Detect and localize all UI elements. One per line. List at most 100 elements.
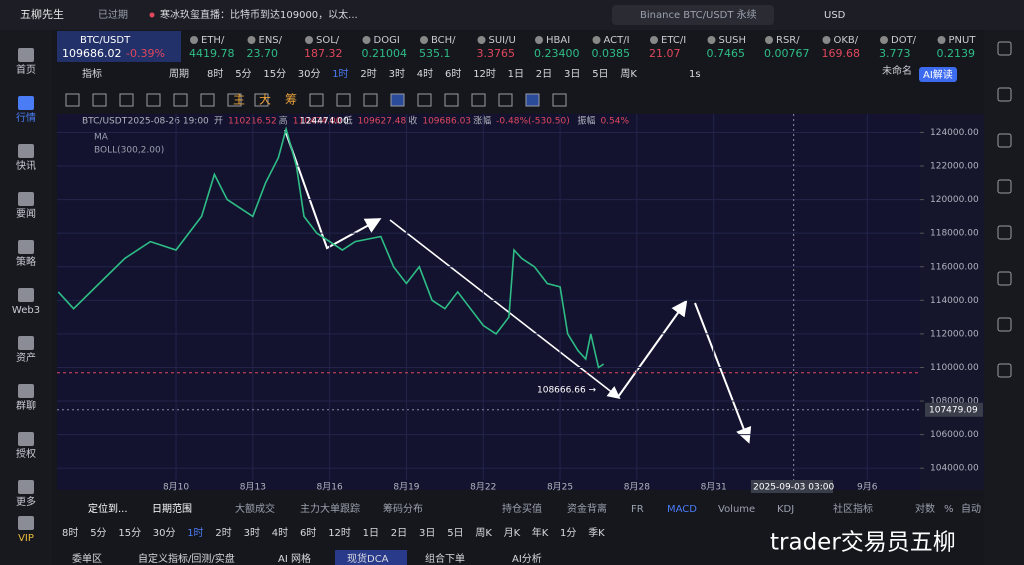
tool-icon[interactable]	[200, 93, 215, 107]
period-row[interactable]: 1分	[560, 527, 576, 539]
tool-icon[interactable]	[227, 93, 242, 107]
sidebar-icon[interactable]	[18, 288, 34, 302]
ai-label[interactable]: AI解读	[923, 68, 953, 81]
period-row[interactable]: 30分	[153, 527, 176, 539]
sidebar-label[interactable]: 更多	[16, 495, 36, 508]
right-icon[interactable]	[997, 41, 1012, 56]
sidebar-label[interactable]: 资产	[16, 351, 36, 364]
footer-tab[interactable]: 现货DCA	[347, 552, 389, 565]
tool-icon[interactable]	[552, 93, 567, 107]
ticker-name[interactable]: PNUT	[949, 35, 977, 46]
search-box[interactable]	[612, 5, 774, 25]
ticker-name[interactable]: RSR/	[776, 35, 800, 46]
ticker-price[interactable]: 187.32	[304, 47, 343, 60]
period-row[interactable]: 3时	[244, 527, 260, 539]
currency[interactable]: USD	[824, 10, 846, 21]
tool-icon[interactable]	[417, 93, 432, 107]
period[interactable]: 1日	[508, 69, 524, 80]
ticker-name[interactable]: ETC/I	[661, 35, 686, 46]
ticker-price[interactable]: 109686.02	[62, 47, 122, 60]
indicator-boll[interactable]: BOLL(300,2.00)	[94, 146, 164, 156]
tool-icon[interactable]	[92, 93, 107, 107]
tool-icon[interactable]	[309, 93, 324, 107]
search-text[interactable]: Binance BTC/USDT 永续	[640, 8, 757, 21]
unnamed[interactable]: 未命名	[882, 64, 912, 77]
ticker-name[interactable]: SOL/	[316, 35, 340, 46]
ticker-price[interactable]: 0.0385	[592, 47, 631, 60]
tool-icon[interactable]	[525, 93, 540, 107]
right-icon[interactable]	[997, 271, 1012, 286]
period[interactable]: 8时	[207, 68, 223, 80]
tool-icon[interactable]	[119, 93, 134, 107]
ticker-name[interactable]: SUSH	[719, 35, 747, 46]
period[interactable]: 2日	[536, 69, 552, 80]
active-ticker[interactable]	[57, 31, 181, 62]
footer-tab[interactable]: AI 网格	[278, 552, 311, 565]
period-row[interactable]: 12时	[328, 527, 351, 539]
period[interactable]: 1s	[689, 69, 701, 80]
sidebar-label[interactable]: VIP	[18, 533, 34, 544]
period[interactable]: 1时	[332, 68, 348, 80]
ticker-price[interactable]: 535.1	[419, 47, 451, 60]
sidebar-icon[interactable]	[18, 48, 34, 62]
tool-icon[interactable]	[471, 93, 486, 107]
sidebar-icon[interactable]	[18, 432, 34, 446]
period-row[interactable]: 1时	[187, 527, 203, 539]
period-row[interactable]: 周K	[475, 527, 492, 539]
ticker-price[interactable]: 21.07	[649, 47, 681, 60]
ticker-price[interactable]: 0.21004	[362, 47, 408, 60]
tool[interactable]: 大	[259, 93, 271, 107]
ticker-name[interactable]: DOGI	[374, 35, 400, 46]
right-icon[interactable]	[997, 225, 1012, 240]
period[interactable]: 周K	[620, 68, 637, 80]
sidebar-icon[interactable]	[18, 516, 34, 530]
indicator-tab[interactable]: %	[944, 504, 954, 515]
ticker-change[interactable]: -0.39%	[126, 47, 165, 60]
right-icon[interactable]	[997, 179, 1012, 194]
ticker-name[interactable]: BCH/	[431, 35, 456, 46]
period[interactable]: 2时	[360, 68, 376, 80]
period[interactable]: 5日	[592, 69, 608, 80]
indicator-tab[interactable]: 资金背离	[567, 502, 607, 515]
tool-icon[interactable]	[390, 93, 405, 107]
period-row[interactable]: 2时	[215, 527, 231, 539]
tool[interactable]: 主	[233, 93, 245, 107]
indicator-tab[interactable]: 日期范围	[152, 502, 192, 515]
ticker-price[interactable]: 169.68	[822, 47, 861, 60]
tool-icon[interactable]	[444, 93, 459, 107]
footer-tab[interactable]: 委单区	[72, 552, 102, 565]
ticker-name[interactable]: OKB/	[834, 35, 859, 46]
indicator-tab[interactable]: FR	[631, 504, 644, 515]
period-row[interactable]: 3日	[419, 528, 435, 539]
ticker-price[interactable]: 4419.78	[189, 47, 235, 60]
sidebar-icon[interactable]	[18, 96, 34, 110]
ticker-price[interactable]: 0.2139	[937, 47, 976, 60]
period-row[interactable]: 月K	[504, 527, 521, 539]
ticker-name[interactable]: ENS/	[259, 35, 283, 46]
ticker-name[interactable]: HBAI	[546, 35, 570, 46]
tool[interactable]: 筹	[285, 93, 297, 107]
sidebar-icon[interactable]	[18, 240, 34, 254]
sidebar-icon[interactable]	[18, 336, 34, 350]
indicator-tab[interactable]: 筹码分布	[383, 502, 423, 515]
period-row[interactable]: 4时	[272, 527, 288, 539]
ticker-price[interactable]: 3.3765	[477, 47, 516, 60]
ticker-name[interactable]: ETH/	[201, 35, 225, 46]
period[interactable]: 指标	[82, 67, 102, 80]
period[interactable]: 3日	[564, 69, 580, 80]
sidebar-label[interactable]: 授权	[16, 447, 36, 460]
tool-icon[interactable]	[173, 93, 188, 107]
indicator-tab[interactable]: KDJ	[777, 504, 794, 515]
period-row[interactable]: 6时	[300, 527, 316, 539]
period-row[interactable]: 2日	[391, 528, 407, 539]
indicator-tab[interactable]: 社区指标	[833, 502, 873, 515]
indicator-tab[interactable]: 大额成交	[235, 502, 275, 515]
period-row[interactable]: 5日	[447, 528, 463, 539]
period-row[interactable]: 季K	[588, 527, 605, 539]
tool-icon[interactable]	[65, 93, 80, 107]
period-row[interactable]: 5分	[90, 527, 106, 539]
sidebar-icon[interactable]	[18, 144, 34, 158]
right-icon[interactable]	[997, 363, 1012, 378]
tool-icon[interactable]	[146, 93, 161, 107]
period-row[interactable]: 15分	[118, 527, 141, 539]
